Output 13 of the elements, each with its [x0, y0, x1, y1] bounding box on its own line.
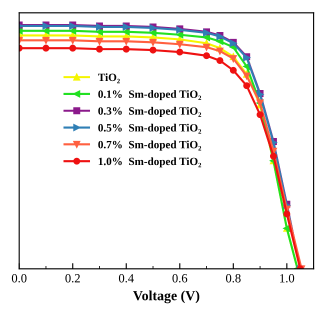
x-tick-label: 0.4: [118, 274, 134, 283]
legend-label: 0.3% Sm-doped TiO₂: [98, 106, 202, 117]
x-axis-title: Voltage (V): [133, 290, 200, 304]
legend-label: 0.5% Sm-doped TiO₂: [98, 124, 202, 134]
x-tick-label: 1.0: [280, 274, 294, 283]
x-tick-label: 0.8: [226, 274, 241, 283]
legend-label: 0.7% Sm-doped TiO₂: [98, 140, 202, 151]
x-tick-label: 0.6: [172, 274, 188, 283]
x-tick-label: 0.0: [12, 274, 27, 283]
legend-label: 0.1% Sm-doped TiO₂: [98, 90, 202, 100]
legend-label: 1.0% Sm-doped TiO₂: [98, 157, 202, 168]
legend-label: TiO₂: [98, 73, 120, 84]
x-tick-label: 0.2: [65, 274, 80, 283]
